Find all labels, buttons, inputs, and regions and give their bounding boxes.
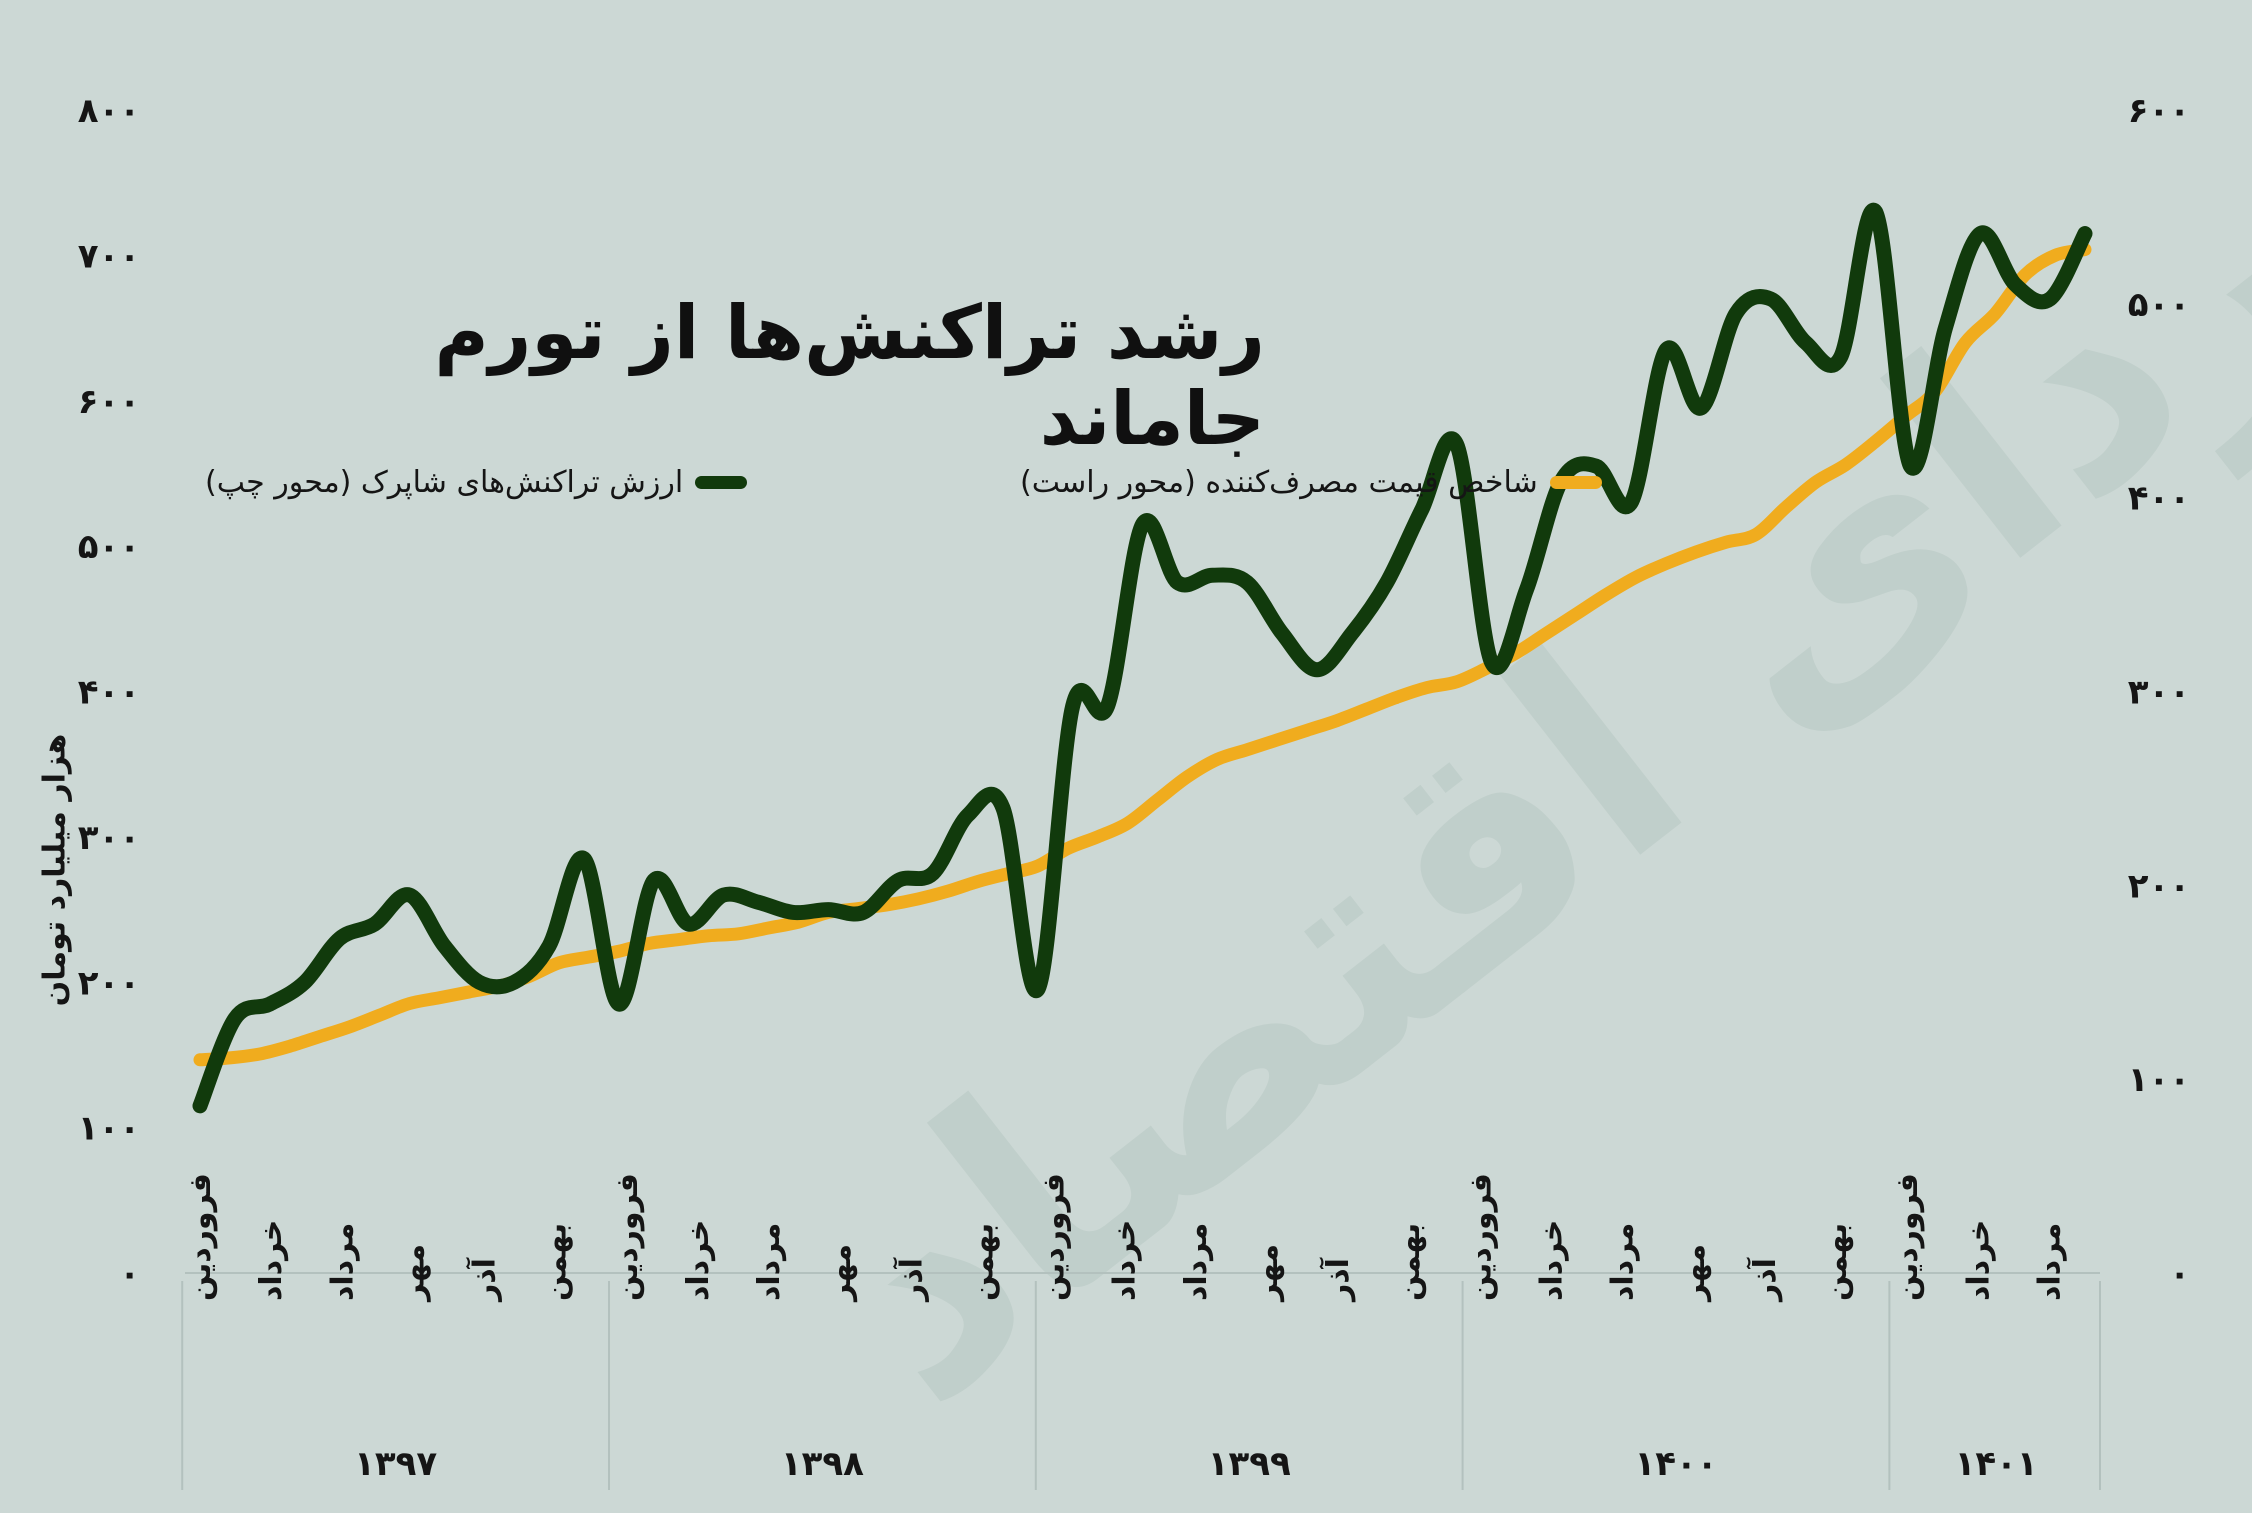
month-label: خرداد xyxy=(254,1220,289,1301)
month-label: خرداد xyxy=(1108,1220,1143,1301)
year-label: ۱۴۰۰ xyxy=(1634,1444,1717,1484)
month-label: بهمن xyxy=(539,1223,574,1301)
legend-label-shaparak: ارزش تراکنش‌های شاپرک (محور چپ) xyxy=(205,465,684,500)
right-tick-label: ۶۰۰ xyxy=(2128,91,2190,131)
left-tick-label: ۴۰۰ xyxy=(78,673,140,713)
left-tick-label: ۷۰۰ xyxy=(78,236,140,276)
right-tick-label: ۲۰۰ xyxy=(2128,866,2190,906)
month-label: بهمن xyxy=(1819,1223,1854,1301)
month-label: مرداد xyxy=(1179,1223,1214,1301)
right-tick-label: ۵۰۰ xyxy=(2128,285,2190,325)
year-label: ۱۳۹۹ xyxy=(1208,1444,1291,1484)
legend-item-cpi: شاخص قیمت مصرف‌کننده (محور راست) xyxy=(1020,465,1602,500)
legend-swatch-shaparak xyxy=(695,476,748,489)
month-label: مرداد xyxy=(2032,1223,2067,1301)
legend-label-cpi: شاخص قیمت مصرف‌کننده (محور راست) xyxy=(1020,465,1538,500)
month-label: بهمن xyxy=(1392,1223,1427,1301)
left-tick-label: ۸۰۰ xyxy=(78,91,140,131)
month-label: فروردین xyxy=(1890,1173,1925,1301)
chart-title: رشد تراکنش‌ها از تورم جاماند xyxy=(434,290,1265,462)
left-tick-label: ۰ xyxy=(119,1254,140,1294)
chart-lines xyxy=(192,202,2093,1114)
month-label: فروردین xyxy=(610,1173,645,1301)
left-tick-label: ۵۰۰ xyxy=(78,527,140,567)
left-tick-label: ۶۰۰ xyxy=(78,382,140,422)
left-tick-label: ۳۰۰ xyxy=(78,818,140,858)
left-tick-label: ۲۰۰ xyxy=(78,963,140,1003)
month-label: مرداد xyxy=(325,1223,360,1301)
left-tick-label: ۱۰۰ xyxy=(78,1109,140,1149)
year-label: ۱۳۹۷ xyxy=(354,1444,437,1484)
month-label: خرداد xyxy=(1961,1220,1996,1301)
month-label: بهمن xyxy=(965,1223,1000,1301)
month-label: فروردین xyxy=(183,1173,218,1301)
month-label: فروردین xyxy=(1037,1173,1072,1301)
year-label: ۱۴۰۱ xyxy=(1955,1444,2038,1484)
month-label: خرداد xyxy=(1535,1220,1570,1301)
month-label: مهر xyxy=(396,1244,431,1303)
y-axis-label: هزار میلیارد تومان xyxy=(37,733,73,1007)
legend-item-shaparak: ارزش تراکنش‌های شاپرک (محور چپ) xyxy=(205,465,748,500)
month-label: مرداد xyxy=(752,1223,787,1301)
series-line-shaparak xyxy=(192,202,2093,1114)
month-label: مهر xyxy=(1677,1244,1712,1303)
month-label: آذر xyxy=(1319,1257,1356,1303)
chart-axes: ۰ ۱۰۰ ۲۰۰ ۳۰۰ ۴۰۰ ۵۰۰ ۶۰۰ ۷۰۰ ۸۰۰ ۰ ۱۰۰ ۲۰۰ ۳۰۰ ۴۰۰ ۵۰… xyxy=(78,91,2190,1490)
month-label: فروردین xyxy=(1463,1173,1498,1301)
month-label: مهر xyxy=(823,1244,858,1303)
legend-swatch-cpi xyxy=(1549,476,1602,489)
year-label: ۱۳۹۸ xyxy=(781,1444,864,1484)
month-label: آذر xyxy=(892,1257,929,1303)
right-tick-label: ۰ xyxy=(2169,1254,2190,1294)
month-label: خرداد xyxy=(681,1220,716,1301)
month-label: مرداد xyxy=(1606,1223,1641,1301)
right-tick-label: ۴۰۰ xyxy=(2128,479,2190,519)
right-tick-label: ۱۰۰ xyxy=(2128,1060,2190,1100)
month-label: مهر xyxy=(1250,1244,1285,1303)
month-label: آذر xyxy=(1746,1257,1783,1303)
month-label: آذر xyxy=(466,1257,503,1303)
right-tick-label: ۳۰۰ xyxy=(2128,673,2190,713)
